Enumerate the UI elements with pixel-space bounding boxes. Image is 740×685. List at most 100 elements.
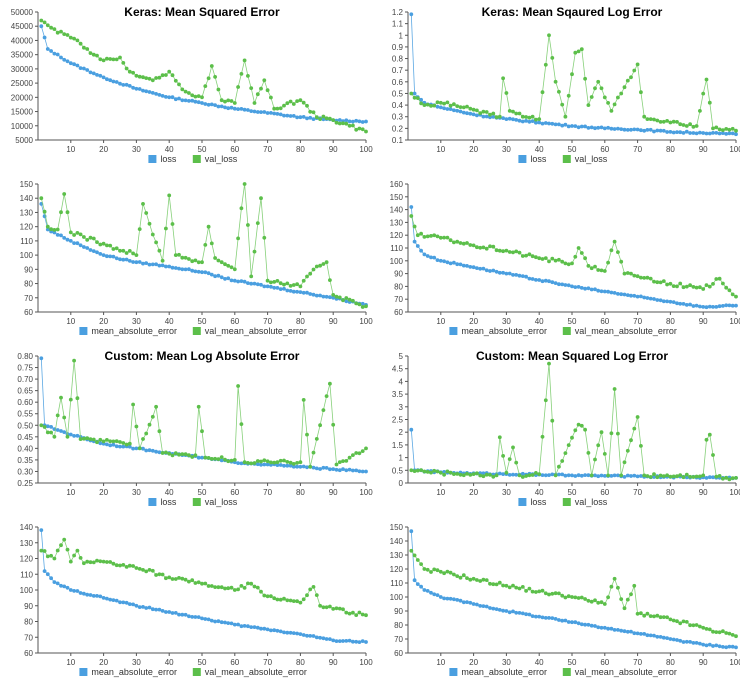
data-point: [547, 473, 551, 477]
data-point: [727, 644, 732, 649]
data-point: [324, 605, 329, 610]
data-point: [111, 79, 116, 84]
data-point: [232, 278, 237, 283]
data-point: [236, 107, 241, 111]
legend-swatch: [518, 155, 527, 163]
data-point: [357, 302, 362, 307]
data-point: [236, 279, 241, 284]
legend-label: loss: [160, 497, 177, 507]
data-point: [442, 235, 446, 240]
data-point: [101, 596, 106, 600]
data-point: [351, 298, 355, 303]
data-point: [579, 47, 584, 52]
data-point: [704, 476, 709, 480]
data-point: [537, 278, 542, 282]
data-point: [632, 68, 637, 73]
data-point: [164, 226, 168, 231]
data-point: [504, 609, 509, 613]
data-point: [190, 455, 195, 459]
data-point: [354, 127, 359, 132]
data-point: [59, 583, 63, 588]
data-point: [409, 12, 414, 17]
data-point: [553, 591, 558, 596]
data-point: [452, 240, 456, 245]
legend-swatch: [518, 498, 527, 506]
data-point: [52, 434, 57, 439]
data-point: [527, 119, 532, 124]
data-point: [681, 619, 686, 624]
data-point: [589, 125, 594, 130]
data-point: [586, 103, 591, 107]
data-point: [481, 114, 486, 119]
data-point: [360, 469, 365, 474]
data-point: [497, 270, 502, 275]
data-point: [55, 581, 60, 586]
data-point: [645, 117, 650, 121]
data-point: [242, 279, 247, 284]
data-point: [543, 473, 548, 478]
data-point: [576, 49, 581, 54]
data-point: [507, 250, 512, 254]
data-point: [511, 117, 515, 122]
y-tick-label: 110: [20, 237, 33, 246]
data-point: [255, 462, 260, 467]
data-point: [681, 285, 686, 290]
y-tick-label: 4: [399, 377, 404, 386]
data-point: [448, 103, 453, 108]
data-point: [249, 625, 254, 629]
data-point: [193, 581, 198, 585]
data-point: [354, 118, 359, 123]
data-point: [665, 299, 669, 304]
data-point: [471, 576, 476, 581]
x-tick-label: 80: [666, 488, 675, 497]
x-tick-label: 100: [359, 317, 373, 326]
data-point: [180, 255, 185, 260]
data-point: [259, 459, 263, 464]
data-point: [734, 128, 738, 133]
data-point: [219, 455, 224, 459]
data-point: [412, 469, 417, 473]
x-tick-label: 90: [699, 488, 708, 497]
data-point: [328, 278, 332, 282]
data-point: [596, 600, 601, 605]
data-point: [557, 591, 561, 596]
data-point: [727, 477, 732, 482]
data-point: [101, 241, 106, 246]
data-point: [570, 72, 574, 77]
data-point: [311, 117, 316, 121]
data-point: [652, 614, 656, 619]
data-point: [305, 116, 309, 121]
data-point: [661, 635, 666, 640]
data-point: [206, 224, 211, 229]
y-tick-label: 0.75: [17, 364, 33, 373]
data-point: [298, 464, 303, 469]
data-point: [249, 274, 254, 279]
data-point: [494, 473, 499, 478]
data-point: [652, 279, 656, 284]
data-point: [78, 437, 83, 441]
data-point: [484, 110, 489, 114]
data-point: [262, 78, 267, 83]
y-tick-label: 80: [24, 618, 33, 627]
data-point: [524, 612, 528, 617]
x-tick-label: 30: [502, 317, 511, 326]
data-point: [517, 273, 522, 278]
data-point: [632, 473, 637, 478]
y-tick-label: 130: [390, 218, 404, 227]
data-point: [701, 473, 706, 478]
data-point: [226, 459, 231, 464]
data-point: [704, 643, 709, 648]
y-tick-label: 1.5: [392, 441, 404, 450]
data-point: [557, 618, 561, 622]
data-point: [534, 471, 538, 475]
data-point: [131, 564, 136, 568]
y-tick-label: 120: [20, 555, 34, 564]
legend-label: val_loss: [205, 154, 238, 164]
data-point: [698, 474, 702, 479]
y-tick-label: 70: [24, 633, 33, 642]
data-point: [242, 182, 247, 186]
data-point: [619, 597, 624, 601]
data-point: [111, 57, 116, 62]
data-point: [681, 131, 686, 135]
data-point: [409, 427, 414, 432]
